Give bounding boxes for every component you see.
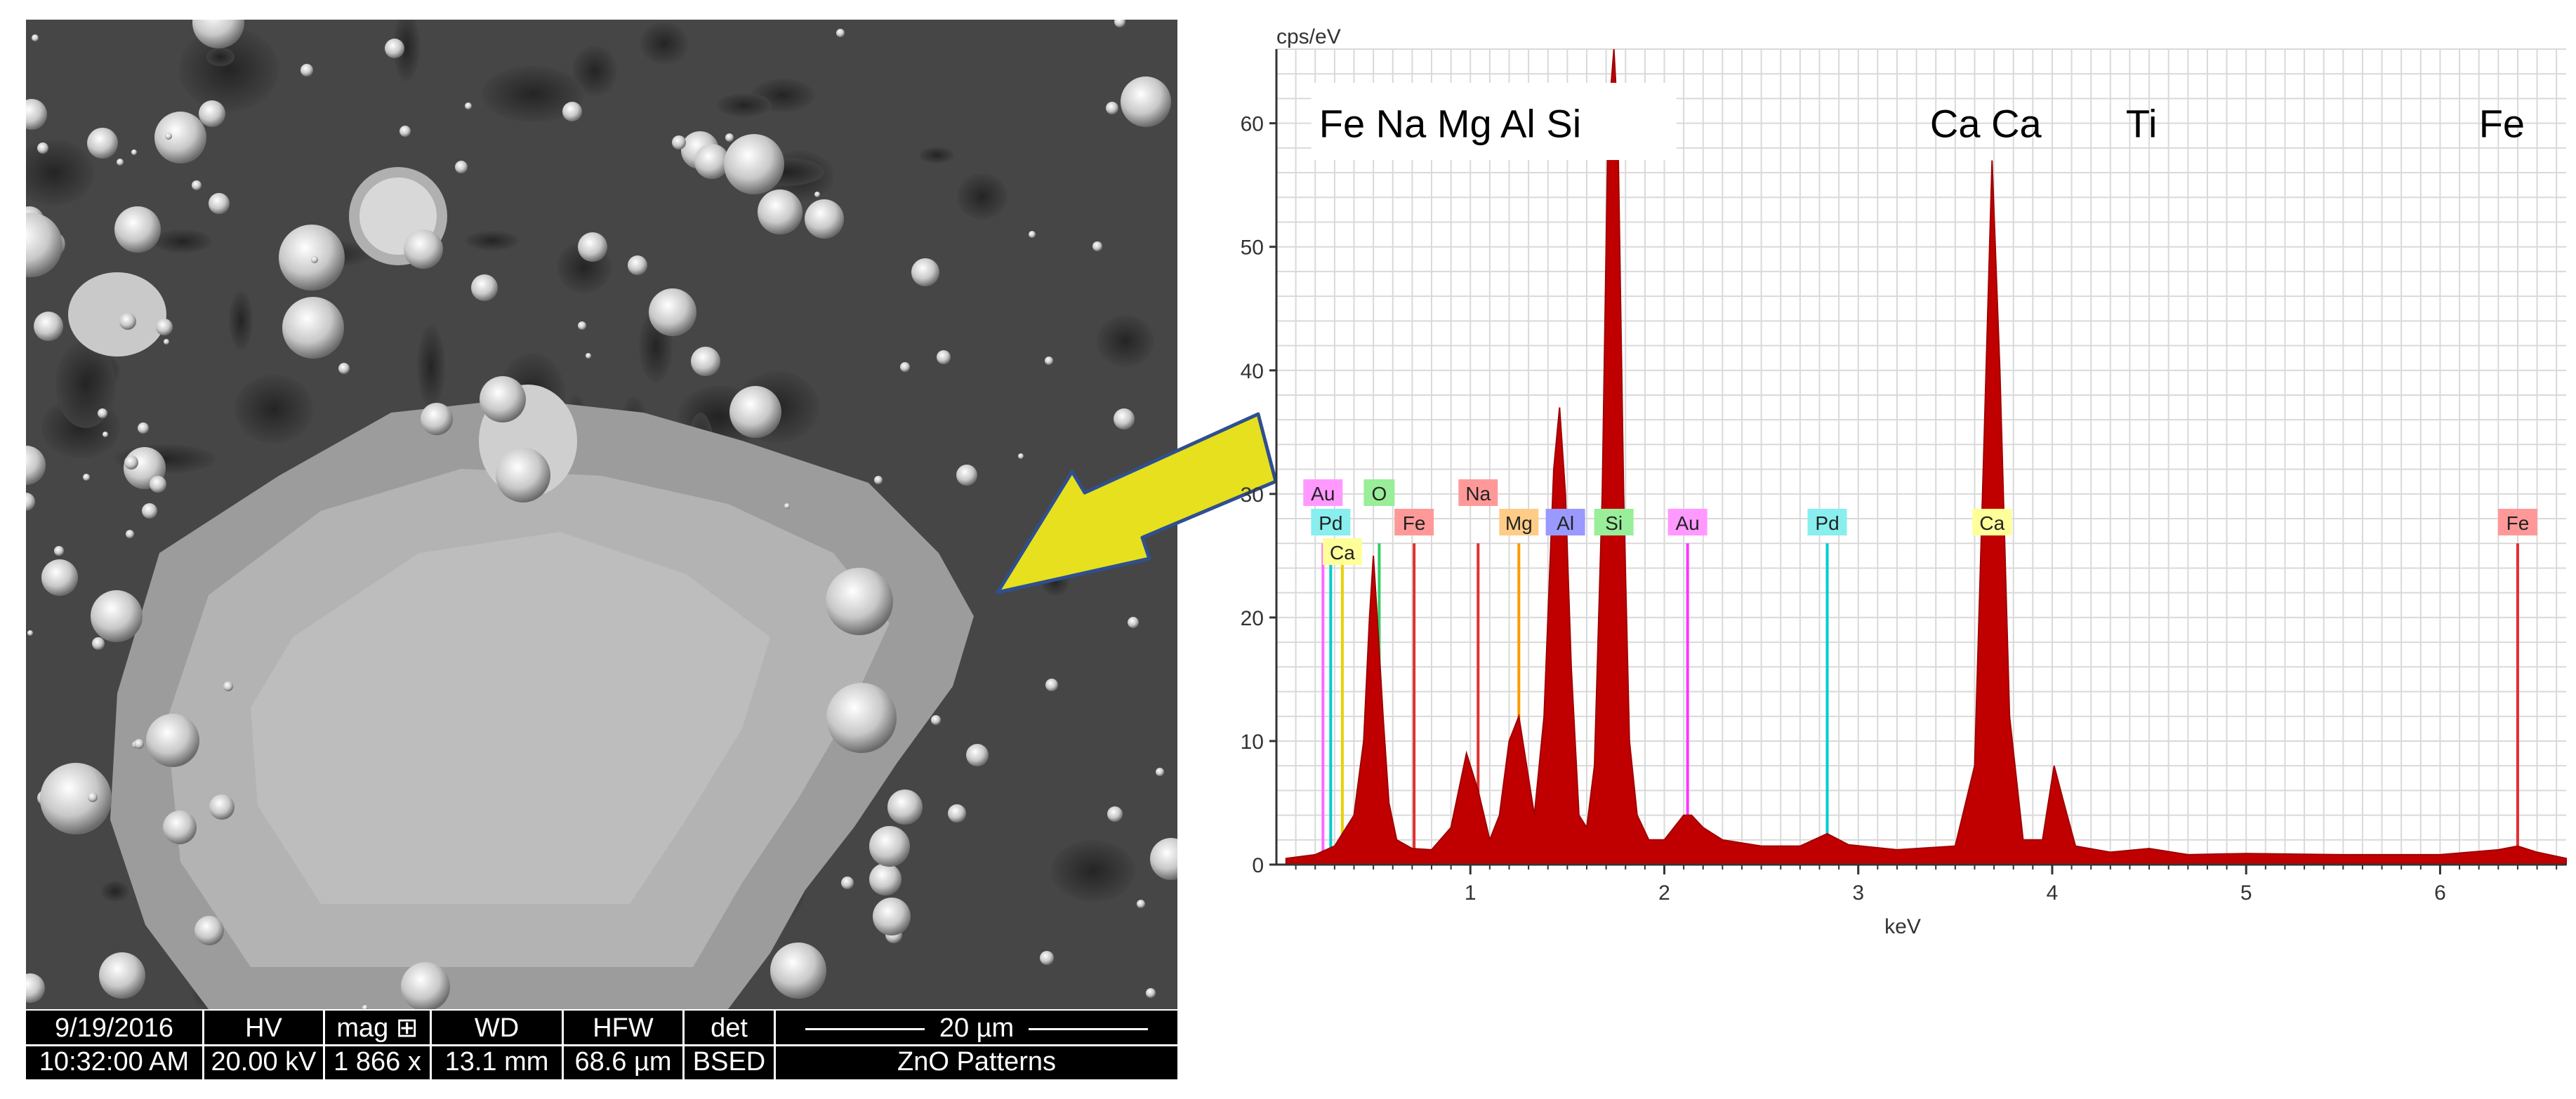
y-tick-label: 30: [1241, 484, 1264, 507]
sem-info-bar: 9/19/2016 10:32:00 AM HV 20.00 kV mag ⊞ …: [26, 1011, 1177, 1079]
element-label-ca: Ca: [1979, 512, 2004, 534]
element-label-mg: Mg: [1505, 512, 1533, 534]
x-tick-label: 1: [1465, 881, 1477, 905]
element-label-ca: Ca: [1330, 542, 1355, 564]
info-hv: HV 20.00 kV: [204, 1011, 325, 1079]
element-label-box-mg: [1499, 509, 1539, 535]
sem-panel: 9/19/2016 10:32:00 AM HV 20.00 kV mag ⊞ …: [26, 20, 1278, 1079]
element-label-box-pd: [1807, 509, 1847, 535]
x-tick-label: 5: [2240, 881, 2252, 905]
chart-grid: [1276, 48, 2566, 865]
info-hfw: HFW 68.6 µm: [564, 1011, 685, 1079]
y-tick-label: 0: [1252, 854, 1264, 877]
chart-axes: [1275, 49, 2566, 866]
annotation-backdrop: [1311, 83, 1677, 160]
element-annotation: Ca Ca: [1930, 102, 2042, 146]
element-annotation: Ti: [2126, 102, 2158, 146]
element-label-box-al: [1545, 509, 1585, 535]
info-scale: 20 µm ZnO Patterns: [776, 1011, 1177, 1079]
element-label-fe: Fe: [2506, 512, 2530, 534]
info-det: det BSED: [685, 1011, 776, 1079]
element-label-al: Al: [1557, 512, 1574, 534]
y-tick-label: 10: [1241, 731, 1264, 754]
element-label-o: O: [1372, 483, 1387, 505]
x-tick-label: 2: [1658, 881, 1670, 905]
x-tick-label: 4: [2047, 881, 2059, 905]
y-axis-label: cps/eV: [1276, 25, 1341, 48]
y-tick-label: 50: [1241, 237, 1264, 260]
sem-micrograph: [26, 20, 1177, 1009]
y-tick-label: 40: [1241, 360, 1264, 383]
element-label-box-o: [1363, 479, 1395, 506]
info-mag: mag ⊞ 1 866 x: [325, 1011, 432, 1079]
x-tick-label: 3: [1852, 881, 1864, 905]
element-label-pd: Pd: [1815, 512, 1839, 534]
y-tick-label: 60: [1241, 113, 1264, 136]
x-axis-label: keV: [1884, 915, 1921, 938]
element-label-box-na: [1458, 479, 1498, 506]
element-label-au: Au: [1676, 512, 1700, 534]
element-label-na: Na: [1465, 483, 1491, 505]
element-label-box-pd: [1311, 509, 1351, 535]
element-label-pd: Pd: [1319, 512, 1342, 534]
eds-spectrum-chart: 0 10 20 30 40 50 60 1 2 3 4 5 6 Au O Na Pd Fe Mg Al Si Au Pd C…: [1241, 25, 2567, 938]
x-tick-label: 6: [2434, 881, 2446, 905]
element-label-box-ca: [1322, 538, 1362, 565]
element-label-box-au: [1303, 479, 1343, 506]
element-label-box-ca: [1972, 509, 2012, 535]
spectrum-area: [1285, 48, 2567, 865]
element-label-box-au: [1667, 509, 1708, 535]
element-label-si: Si: [1605, 512, 1623, 534]
element-label-au: Au: [1311, 483, 1335, 505]
pointer-arrow: [996, 412, 1278, 594]
info-wd: WD 13.1 mm: [432, 1011, 564, 1079]
chart-ticks: 0 10 20 30 40 50 60 1 2 3 4 5 6: [1241, 113, 2558, 905]
sample-name: ZnO Patterns: [897, 1047, 1056, 1077]
scale-bar-right: [1028, 1028, 1148, 1031]
element-annotations: Fe Na Mg Al Si Ca Ca Ti Fe: [1311, 83, 2525, 160]
element-annotation: Fe Na Mg Al Si: [1319, 102, 1581, 146]
scale-bar-left: [805, 1028, 925, 1031]
element-annotation: Fe: [2479, 102, 2525, 146]
y-tick-label: 20: [1241, 607, 1264, 630]
element-label-fe: Fe: [1403, 512, 1426, 534]
info-date: 9/19/2016 10:32:00 AM: [26, 1011, 204, 1079]
scale-label: 20 µm: [939, 1013, 1015, 1043]
element-labels: Au O Na Pd Fe Mg Al Si Au Pd Ca Fe Ca: [1303, 479, 2537, 565]
element-label-box-fe: [2497, 509, 2537, 535]
element-label-box-si: [1594, 509, 1634, 535]
element-label-box-fe: [1394, 509, 1434, 535]
